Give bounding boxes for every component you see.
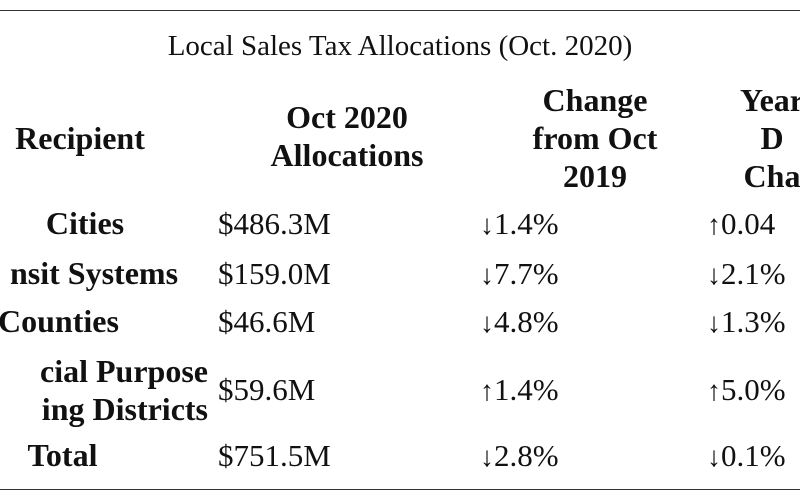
header-recipient: Recipient — [0, 119, 185, 157]
row-transit-recipient: nsit Systems — [10, 254, 220, 292]
top-border — [0, 10, 800, 11]
row-counties-allocation: $46.6M — [218, 304, 316, 339]
header-allocations-line-1: Oct 2020 — [286, 99, 408, 135]
change-value: 1.4% — [494, 372, 559, 407]
row-total-change: ↓2.8% — [480, 438, 559, 474]
header-allocations: Oct 2020 Allocations — [232, 98, 462, 174]
table-caption: Local Sales Tax Allocations (Oct. 2020) — [167, 30, 633, 62]
row-special-districts-change: ↑1.4% — [480, 372, 559, 408]
row-cities-recipient: Cities — [0, 204, 170, 242]
down-arrow-icon: ↓ — [480, 308, 494, 339]
row-transit-allocation: $159.0M — [218, 256, 331, 291]
bottom-border — [0, 489, 800, 490]
header-change: Change from Oct 2019 — [485, 81, 705, 195]
change-value: 2.8% — [494, 438, 559, 473]
row-counties-change: ↓4.8% — [480, 304, 559, 340]
row-counties-recipient: Counties — [0, 302, 158, 340]
ytd-value: 1.3% — [721, 304, 786, 339]
row-transit-ytd: ↓2.1% — [707, 256, 786, 292]
change-value: 7.7% — [494, 256, 559, 291]
change-value: 4.8% — [494, 304, 559, 339]
row-cities-allocation: $486.3M — [218, 206, 331, 241]
up-arrow-icon: ↑ — [707, 210, 721, 241]
down-arrow-icon: ↓ — [480, 210, 494, 241]
recipient-label-line-2: ing Districts — [41, 391, 208, 427]
recipient-label: nsit Systems — [10, 255, 179, 291]
header-ytd-line-1: Year — [740, 82, 800, 118]
row-special-districts-allocation: $59.6M — [218, 372, 316, 407]
header-year-to-date: Year D Cha — [712, 81, 800, 195]
row-counties-ytd: ↓1.3% — [707, 304, 786, 340]
down-arrow-icon: ↓ — [707, 308, 721, 339]
row-total-recipient: Total — [0, 436, 125, 474]
row-special-districts-recipient: cial Purpose ing Districts — [0, 352, 208, 428]
ytd-value: 5.0% — [721, 372, 786, 407]
header-change-line-3: 2019 — [563, 158, 627, 194]
down-arrow-icon: ↓ — [480, 260, 494, 291]
down-arrow-icon: ↓ — [707, 260, 721, 291]
row-total-ytd: ↓0.1% — [707, 438, 786, 474]
recipient-label: Counties — [0, 303, 119, 339]
down-arrow-icon: ↓ — [480, 442, 494, 473]
change-value: 1.4% — [494, 206, 559, 241]
ytd-value: 0.04 — [721, 206, 776, 241]
row-cities-change: ↓1.4% — [480, 206, 559, 242]
row-cities-ytd: ↑0.04 — [707, 206, 775, 242]
down-arrow-icon: ↓ — [707, 442, 721, 473]
up-arrow-icon: ↑ — [707, 376, 721, 407]
ytd-value: 2.1% — [721, 256, 786, 291]
row-total-allocation: $751.5M — [218, 438, 331, 473]
header-change-line-1: Change — [542, 82, 648, 118]
header-change-line-2: from Oct — [532, 120, 658, 156]
ytd-value: 0.1% — [721, 438, 786, 473]
header-allocations-line-2: Allocations — [270, 137, 424, 173]
up-arrow-icon: ↑ — [480, 376, 494, 407]
recipient-label: Cities — [45, 205, 125, 241]
row-special-districts-ytd: ↑5.0% — [707, 372, 786, 408]
header-ytd-line-2: D — [760, 120, 784, 156]
row-transit-change: ↓7.7% — [480, 256, 559, 292]
recipient-label: Total — [27, 437, 98, 473]
header-recipient-line: Recipient — [15, 120, 145, 156]
header-ytd-line-3: Cha — [743, 158, 800, 194]
recipient-label-line-1: cial Purpose — [40, 353, 208, 389]
